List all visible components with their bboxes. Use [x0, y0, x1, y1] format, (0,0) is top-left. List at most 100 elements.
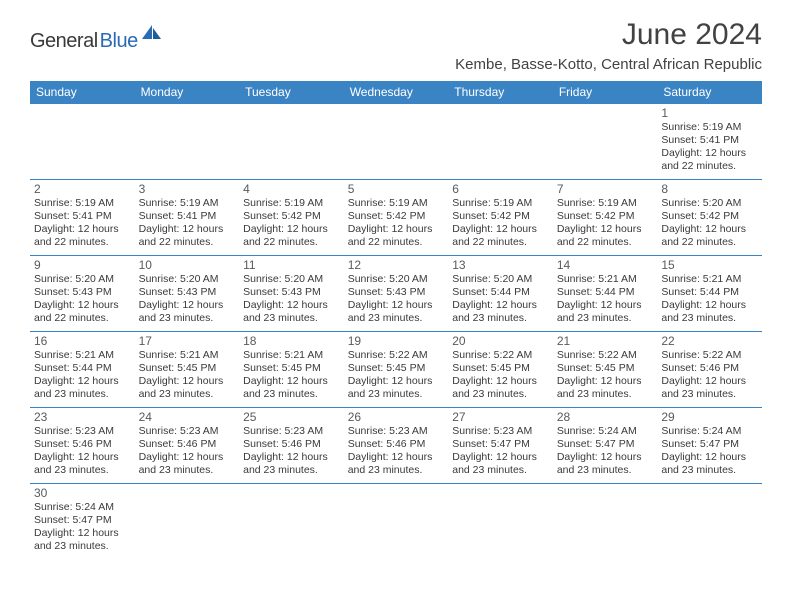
sunset-line: Sunset: 5:43 PM: [243, 286, 340, 299]
sunset-line: Sunset: 5:46 PM: [661, 362, 758, 375]
sunset-line: Sunset: 5:47 PM: [661, 438, 758, 451]
day-number: 11: [243, 258, 340, 272]
calendar-cell-empty: [135, 484, 240, 560]
daylight-line: Daylight: 12 hours and 23 minutes.: [661, 451, 758, 477]
sunset-line: Sunset: 5:41 PM: [139, 210, 236, 223]
calendar-cell: 7Sunrise: 5:19 AMSunset: 5:42 PMDaylight…: [553, 180, 658, 256]
sunrise-line: Sunrise: 5:24 AM: [661, 425, 758, 438]
daylight-line: Daylight: 12 hours and 23 minutes.: [243, 451, 340, 477]
calendar-cell: 23Sunrise: 5:23 AMSunset: 5:46 PMDayligh…: [30, 408, 135, 484]
daylight-line: Daylight: 12 hours and 22 minutes.: [34, 299, 131, 325]
sunset-line: Sunset: 5:47 PM: [34, 514, 131, 527]
daylight-line: Daylight: 12 hours and 23 minutes.: [348, 299, 445, 325]
sunset-line: Sunset: 5:45 PM: [557, 362, 654, 375]
day-number: 9: [34, 258, 131, 272]
sunset-line: Sunset: 5:42 PM: [243, 210, 340, 223]
calendar-cell: 30Sunrise: 5:24 AMSunset: 5:47 PMDayligh…: [30, 484, 135, 560]
calendar-table: Sunday Monday Tuesday Wednesday Thursday…: [30, 81, 762, 560]
calendar-cell-empty: [448, 484, 553, 560]
sunrise-line: Sunrise: 5:22 AM: [452, 349, 549, 362]
logo-text-general: General: [30, 30, 98, 53]
header-row: General Blue June 2024 Kembe, Basse-Kott…: [30, 18, 762, 79]
day-number: 17: [139, 334, 236, 348]
calendar-cell: 17Sunrise: 5:21 AMSunset: 5:45 PMDayligh…: [135, 332, 240, 408]
calendar-cell: 27Sunrise: 5:23 AMSunset: 5:47 PMDayligh…: [448, 408, 553, 484]
calendar-cell: 1Sunrise: 5:19 AMSunset: 5:41 PMDaylight…: [657, 104, 762, 180]
sunset-line: Sunset: 5:47 PM: [557, 438, 654, 451]
sunrise-line: Sunrise: 5:19 AM: [34, 197, 131, 210]
sunset-line: Sunset: 5:44 PM: [557, 286, 654, 299]
daylight-line: Daylight: 12 hours and 23 minutes.: [661, 299, 758, 325]
calendar-cell: 2Sunrise: 5:19 AMSunset: 5:41 PMDaylight…: [30, 180, 135, 256]
daylight-line: Daylight: 12 hours and 23 minutes.: [243, 375, 340, 401]
calendar-cell: 21Sunrise: 5:22 AMSunset: 5:45 PMDayligh…: [553, 332, 658, 408]
sunset-line: Sunset: 5:42 PM: [557, 210, 654, 223]
title-block: June 2024 Kembe, Basse-Kotto, Central Af…: [455, 18, 762, 79]
sunset-line: Sunset: 5:45 PM: [139, 362, 236, 375]
calendar-cell: 11Sunrise: 5:20 AMSunset: 5:43 PMDayligh…: [239, 256, 344, 332]
day-number: 5: [348, 182, 445, 196]
day-number: 27: [452, 410, 549, 424]
calendar-cell: 4Sunrise: 5:19 AMSunset: 5:42 PMDaylight…: [239, 180, 344, 256]
daylight-line: Daylight: 12 hours and 23 minutes.: [661, 375, 758, 401]
day-header: Thursday: [448, 81, 553, 104]
daylight-line: Daylight: 12 hours and 23 minutes.: [557, 299, 654, 325]
sunrise-line: Sunrise: 5:23 AM: [452, 425, 549, 438]
sunrise-line: Sunrise: 5:20 AM: [243, 273, 340, 286]
calendar-cell-empty: [135, 104, 240, 180]
sunrise-line: Sunrise: 5:19 AM: [348, 197, 445, 210]
day-number: 28: [557, 410, 654, 424]
calendar-cell: 24Sunrise: 5:23 AMSunset: 5:46 PMDayligh…: [135, 408, 240, 484]
sunrise-line: Sunrise: 5:20 AM: [139, 273, 236, 286]
day-number: 26: [348, 410, 445, 424]
day-number: 30: [34, 486, 131, 500]
daylight-line: Daylight: 12 hours and 23 minutes.: [452, 451, 549, 477]
day-number: 18: [243, 334, 340, 348]
day-number: 16: [34, 334, 131, 348]
calendar-row: 23Sunrise: 5:23 AMSunset: 5:46 PMDayligh…: [30, 408, 762, 484]
calendar-cell-empty: [239, 104, 344, 180]
day-number: 7: [557, 182, 654, 196]
daylight-line: Daylight: 12 hours and 22 minutes.: [139, 223, 236, 249]
calendar-cell: 10Sunrise: 5:20 AMSunset: 5:43 PMDayligh…: [135, 256, 240, 332]
daylight-line: Daylight: 12 hours and 22 minutes.: [452, 223, 549, 249]
day-number: 25: [243, 410, 340, 424]
location-text: Kembe, Basse-Kotto, Central African Repu…: [455, 56, 762, 73]
sunset-line: Sunset: 5:45 PM: [452, 362, 549, 375]
sunset-line: Sunset: 5:43 PM: [139, 286, 236, 299]
calendar-cell-empty: [448, 104, 553, 180]
sunset-line: Sunset: 5:42 PM: [452, 210, 549, 223]
day-number: 20: [452, 334, 549, 348]
day-number: 29: [661, 410, 758, 424]
sunset-line: Sunset: 5:47 PM: [452, 438, 549, 451]
calendar-cell: 6Sunrise: 5:19 AMSunset: 5:42 PMDaylight…: [448, 180, 553, 256]
sunset-line: Sunset: 5:44 PM: [661, 286, 758, 299]
calendar-cell-empty: [239, 484, 344, 560]
day-number: 22: [661, 334, 758, 348]
day-number: 14: [557, 258, 654, 272]
daylight-line: Daylight: 12 hours and 22 minutes.: [34, 223, 131, 249]
sunrise-line: Sunrise: 5:22 AM: [348, 349, 445, 362]
calendar-cell: 12Sunrise: 5:20 AMSunset: 5:43 PMDayligh…: [344, 256, 449, 332]
calendar-cell-empty: [553, 104, 658, 180]
sail-icon: [141, 23, 163, 46]
sunrise-line: Sunrise: 5:22 AM: [557, 349, 654, 362]
sunset-line: Sunset: 5:44 PM: [452, 286, 549, 299]
daylight-line: Daylight: 12 hours and 23 minutes.: [34, 451, 131, 477]
day-number: 1: [661, 106, 758, 120]
calendar-cell: 20Sunrise: 5:22 AMSunset: 5:45 PMDayligh…: [448, 332, 553, 408]
day-number: 24: [139, 410, 236, 424]
calendar-cell: 14Sunrise: 5:21 AMSunset: 5:44 PMDayligh…: [553, 256, 658, 332]
calendar-cell: 5Sunrise: 5:19 AMSunset: 5:42 PMDaylight…: [344, 180, 449, 256]
day-header: Saturday: [657, 81, 762, 104]
sunset-line: Sunset: 5:46 PM: [243, 438, 340, 451]
logo: General Blue: [30, 30, 163, 53]
daylight-line: Daylight: 12 hours and 23 minutes.: [348, 451, 445, 477]
sunrise-line: Sunrise: 5:21 AM: [34, 349, 131, 362]
calendar-cell-empty: [553, 484, 658, 560]
calendar-cell: 22Sunrise: 5:22 AMSunset: 5:46 PMDayligh…: [657, 332, 762, 408]
day-number: 4: [243, 182, 340, 196]
sunset-line: Sunset: 5:41 PM: [34, 210, 131, 223]
sunrise-line: Sunrise: 5:23 AM: [34, 425, 131, 438]
day-number: 13: [452, 258, 549, 272]
